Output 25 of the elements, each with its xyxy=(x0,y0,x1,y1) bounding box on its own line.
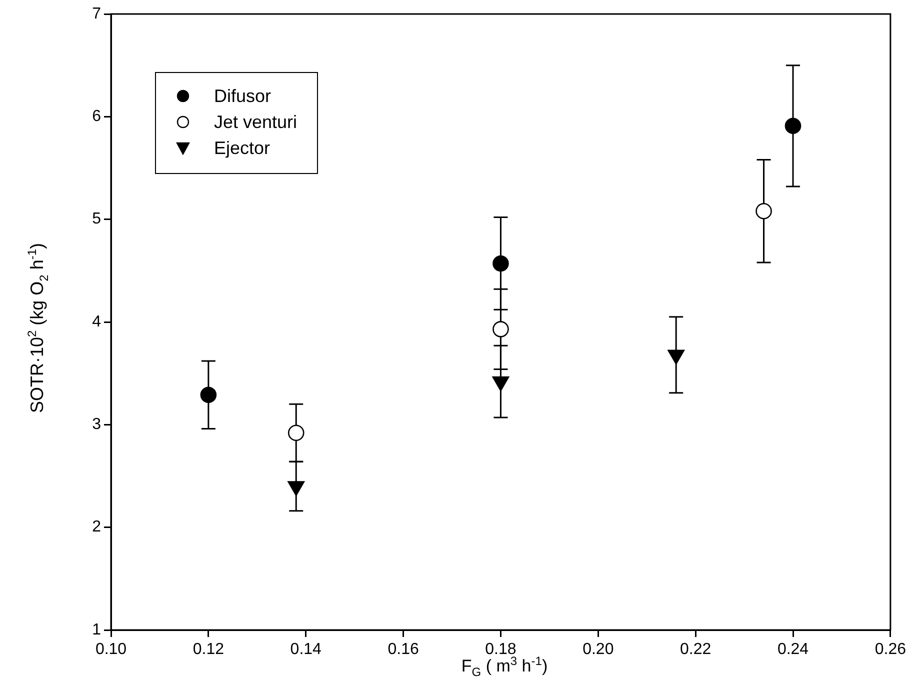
y-tick-label: 4 xyxy=(92,313,102,330)
x-tick-label: 0.12 xyxy=(192,641,224,658)
x-tick-label: 0.20 xyxy=(582,641,614,658)
legend-label: Difusor xyxy=(214,86,272,106)
y-tick-label: 7 xyxy=(92,5,102,22)
point xyxy=(784,118,802,134)
y-tick-label: 2 xyxy=(92,518,102,536)
x-tick-label: 0.16 xyxy=(388,641,419,658)
x-tick-label: 0.22 xyxy=(680,641,712,658)
x-tick-label: 0.24 xyxy=(777,641,809,658)
x-tick-label: 0.10 xyxy=(95,641,127,658)
x-tick-label: 0.26 xyxy=(874,641,906,658)
legend-label: Ejector xyxy=(214,138,270,158)
point xyxy=(756,202,772,220)
legend-label: Jet venturi xyxy=(214,112,298,132)
y-tick-label: 5 xyxy=(92,210,102,228)
point xyxy=(492,321,509,338)
x-axis-title: F$_{G}$ ( m$^{3}$ h$^{-1}$) xyxy=(461,654,548,680)
point xyxy=(200,386,217,404)
point xyxy=(288,424,304,442)
y-tick-label: 3 xyxy=(92,416,102,434)
x-tick-label: 0.14 xyxy=(290,641,322,658)
point xyxy=(492,255,509,272)
y-tick-label: 6 xyxy=(92,108,102,126)
y-tick-label: 1 xyxy=(92,621,102,638)
